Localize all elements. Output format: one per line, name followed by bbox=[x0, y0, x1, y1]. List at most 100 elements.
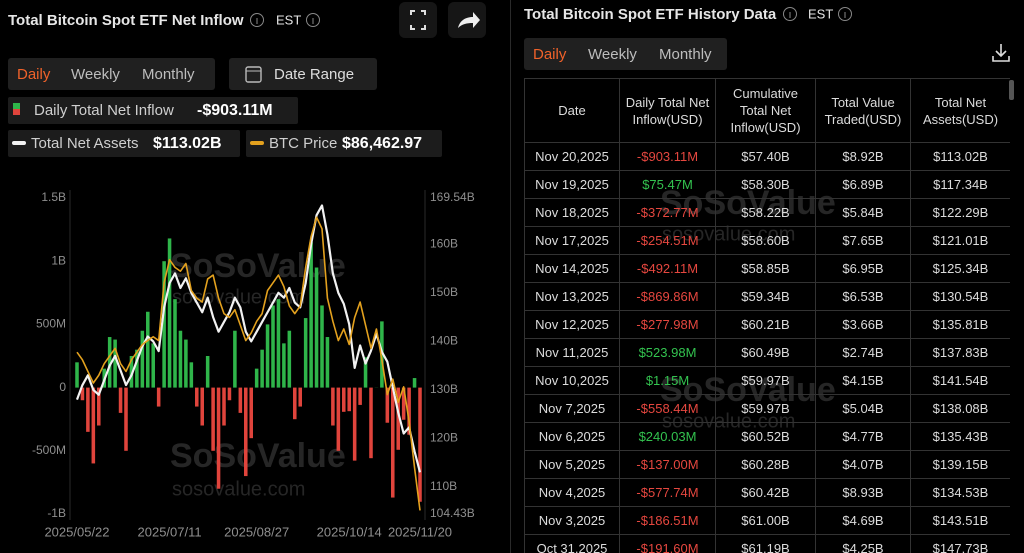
bar bbox=[124, 387, 128, 451]
bar bbox=[244, 387, 248, 477]
bar bbox=[342, 387, 346, 412]
table-cell: $60.21B bbox=[715, 310, 816, 339]
watermark: sosovalue.com bbox=[172, 478, 305, 500]
table-row: Nov 5,2025 -$137.00M $60.28B $4.07B $139.15B bbox=[524, 450, 1010, 479]
table-cell: $60.49B bbox=[715, 338, 816, 367]
watermark: SoSoValue bbox=[170, 437, 346, 475]
line bbox=[76, 216, 421, 511]
info-icon[interactable] bbox=[250, 13, 264, 27]
bar bbox=[86, 387, 90, 432]
table-cell: $5.04B bbox=[815, 394, 911, 423]
tab[interactable]: Monthly bbox=[142, 66, 195, 83]
table-cell: -$372.77M bbox=[619, 198, 716, 227]
table-cell: $130.54B bbox=[910, 282, 1010, 311]
bar bbox=[282, 343, 286, 388]
table-cell: $61.00B bbox=[715, 506, 816, 535]
tab[interactable]: Daily bbox=[17, 66, 51, 83]
share-icon bbox=[458, 12, 480, 28]
y2-tick-label: 130B bbox=[430, 382, 458, 396]
info-icon[interactable] bbox=[306, 13, 320, 27]
info-icon[interactable] bbox=[838, 7, 852, 21]
bar bbox=[271, 305, 275, 388]
y2-tick-label: 120B bbox=[430, 431, 458, 445]
table-cell: Nov 14,2025 bbox=[524, 254, 620, 283]
tab-group bbox=[524, 38, 727, 70]
bar bbox=[385, 387, 390, 423]
bar bbox=[254, 368, 259, 388]
tab[interactable]: Weekly bbox=[588, 46, 637, 63]
table-cell: $60.42B bbox=[715, 478, 816, 507]
legend-label: Daily Total Net Inflow bbox=[34, 102, 174, 119]
table-cell: $58.60B bbox=[715, 226, 816, 255]
bar bbox=[265, 324, 270, 388]
legend-chip[interactable] bbox=[8, 97, 298, 124]
bar bbox=[260, 349, 264, 388]
date-range-button[interactable] bbox=[229, 58, 377, 90]
table-cell: $121.01B bbox=[910, 226, 1010, 255]
tab[interactable]: Daily bbox=[533, 46, 567, 63]
table-row: Nov 4,2025 -$577.74M $60.42B $8.93B $134.53B bbox=[524, 478, 1010, 507]
table-row: Nov 11,2025 $523.98M $60.49B $2.74B $137.83B bbox=[524, 338, 1010, 367]
y-tick-label: 1.5B bbox=[41, 190, 66, 204]
bar bbox=[314, 267, 319, 388]
column-header: Total Value Traded(USD) bbox=[815, 78, 911, 143]
download-icon[interactable] bbox=[992, 44, 1010, 62]
table-cell: $60.28B bbox=[715, 450, 816, 479]
table-cell: $4.69B bbox=[815, 506, 911, 535]
table-cell: -$903.11M bbox=[619, 142, 716, 171]
timezone: EST bbox=[808, 6, 833, 21]
bar bbox=[303, 318, 308, 388]
bar bbox=[391, 387, 395, 498]
table-cell: $58.85B bbox=[715, 254, 816, 283]
bar bbox=[118, 387, 123, 413]
y-tick-label: 1B bbox=[51, 253, 66, 267]
table-cell: $139.15B bbox=[910, 450, 1010, 479]
bar bbox=[298, 387, 302, 407]
bar bbox=[320, 305, 324, 388]
table-cell: -$137.00M bbox=[619, 450, 716, 479]
bar bbox=[91, 387, 96, 464]
bar bbox=[211, 387, 215, 451]
bar bbox=[151, 343, 155, 388]
table-cell: -$577.74M bbox=[619, 478, 716, 507]
bar bbox=[380, 321, 384, 388]
legend-value: -$903.11M bbox=[197, 102, 273, 119]
table-row: Nov 7,2025 -$558.44M $59.97B $5.04B $138.08B bbox=[524, 394, 1010, 423]
bar bbox=[352, 387, 357, 461]
column-header: Date bbox=[524, 78, 620, 143]
table-cell: $58.22B bbox=[715, 198, 816, 227]
table-cell: $6.95B bbox=[815, 254, 911, 283]
bar bbox=[167, 238, 172, 388]
tab[interactable]: Monthly bbox=[659, 46, 712, 63]
info-icon[interactable] bbox=[783, 7, 797, 21]
table-cell: $8.93B bbox=[815, 478, 911, 507]
table-header: Date Daily Total Net Inflow(USD) Cumulativ… bbox=[524, 78, 1010, 143]
table-cell: $134.53B bbox=[910, 478, 1010, 507]
table-cell: $3.66B bbox=[815, 310, 911, 339]
bar bbox=[233, 330, 237, 388]
bar bbox=[107, 337, 112, 388]
table-cell: $4.25B bbox=[815, 534, 911, 553]
legend-chip[interactable] bbox=[8, 130, 240, 157]
legend-swatch bbox=[13, 103, 20, 109]
bar bbox=[178, 330, 183, 388]
scrollbar[interactable] bbox=[1009, 80, 1014, 100]
tab[interactable]: Weekly bbox=[71, 66, 120, 83]
table-cell: Nov 20,2025 bbox=[524, 142, 620, 171]
table-cell: Nov 19,2025 bbox=[524, 170, 620, 199]
y2-tick-label: 110B bbox=[430, 479, 457, 493]
y-tick-label: -500M bbox=[32, 443, 66, 457]
table-cell: $75.47M bbox=[619, 170, 716, 199]
legend-chip[interactable] bbox=[246, 130, 442, 157]
column-header: Cumulative Total Net Inflow(USD) bbox=[715, 78, 816, 143]
y2-tick-label: 104.43B bbox=[430, 506, 475, 520]
x-tick-label: 2025/05/22 bbox=[44, 524, 109, 539]
table-cell: -$254.51M bbox=[619, 226, 716, 255]
table-cell: $58.30B bbox=[715, 170, 816, 199]
table-cell: -$191.60M bbox=[619, 534, 716, 553]
table-cell: $59.97B bbox=[715, 394, 816, 423]
expand-button[interactable] bbox=[399, 2, 437, 38]
bar bbox=[363, 357, 368, 388]
table-cell: Nov 11,2025 bbox=[524, 338, 620, 367]
